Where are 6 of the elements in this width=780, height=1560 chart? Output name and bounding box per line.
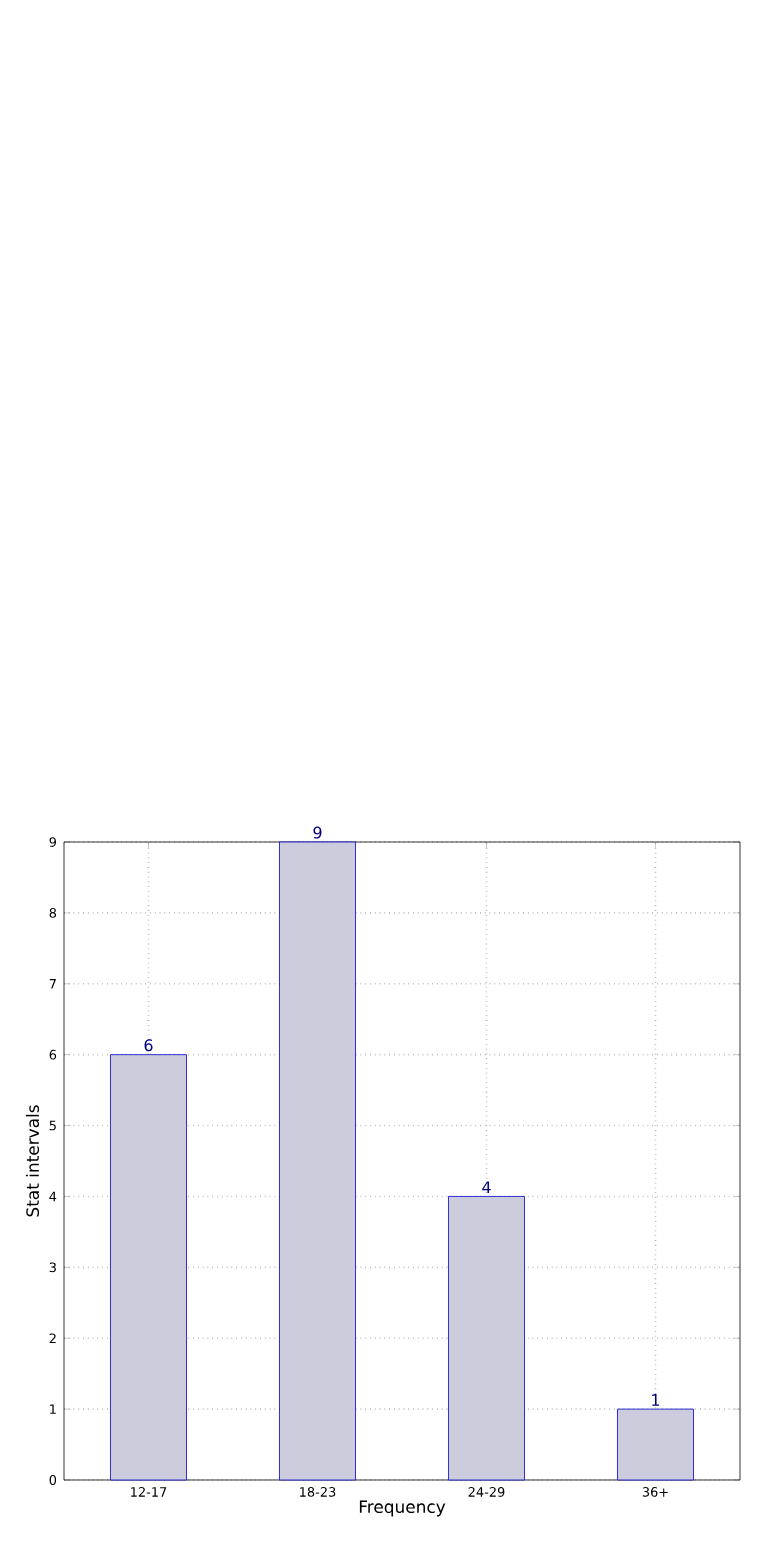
bar <box>110 1054 187 1481</box>
bar <box>448 1196 525 1481</box>
x-axis-title: Frequency <box>359 1500 446 1517</box>
y-axis-title: Stat intervals <box>25 1105 40 1217</box>
bar <box>279 841 356 1481</box>
bar <box>617 1408 694 1481</box>
